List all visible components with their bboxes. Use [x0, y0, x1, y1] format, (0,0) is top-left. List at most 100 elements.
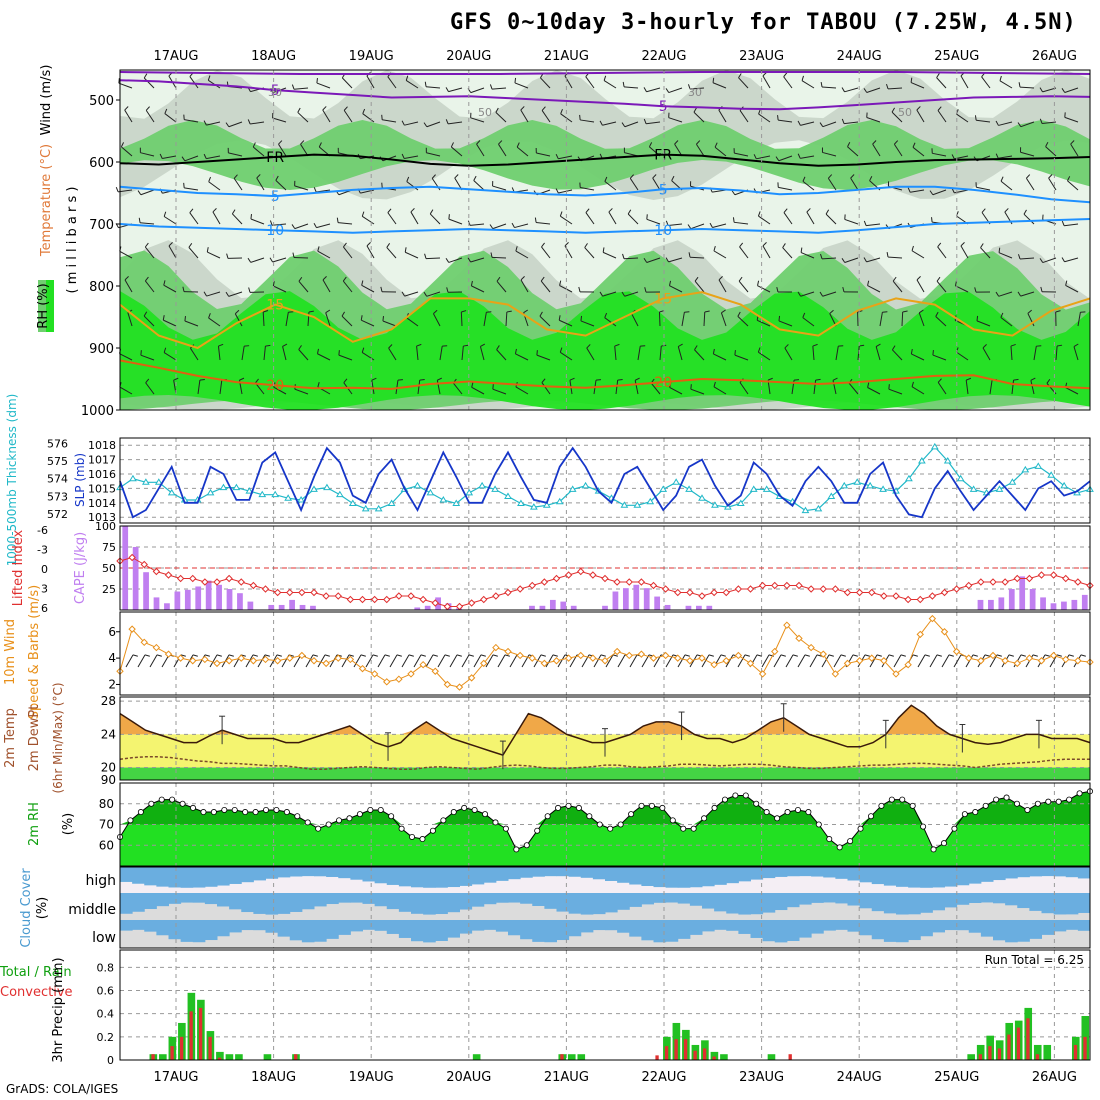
wind-speed-marker: [771, 647, 779, 656]
wind-barb: [206, 247, 209, 253]
wind-speed-marker: [649, 654, 658, 662]
wind-barb: [119, 386, 133, 395]
surface-wind-barb: [953, 654, 962, 668]
cloud-bar: [944, 867, 958, 887]
cape-bar: [706, 605, 713, 610]
lifted-index-marker: [1013, 574, 1021, 583]
wind-barb: [140, 350, 142, 356]
thickness-marker: [1060, 481, 1069, 489]
rh2m-marker: [190, 804, 197, 811]
surface-wind-barb: [629, 654, 638, 668]
wind-axis-label-2: Speed & Barbs (m/s): [27, 585, 42, 720]
cloud-bar: [859, 920, 873, 936]
cape-bar: [310, 605, 316, 610]
wind-barb: [445, 257, 450, 263]
surface-wind-barb: [761, 654, 770, 668]
cloud-bar: [1029, 920, 1042, 939]
wind-barb: [1013, 378, 1019, 381]
surface-wind-barb: [204, 654, 210, 657]
rh2m-marker: [586, 813, 593, 820]
cloud-bar: [435, 893, 448, 915]
thickness-marker: [219, 483, 228, 491]
lifted-index-marker: [370, 595, 379, 604]
wind-barb: [579, 114, 581, 120]
rh2m-marker: [805, 809, 812, 816]
wind-barb: [263, 310, 269, 313]
cloud-bar: [120, 920, 133, 931]
wind-barb: [317, 246, 320, 252]
wind-barb: [282, 346, 287, 361]
thickness-marker: [439, 496, 448, 503]
wind-barb: [694, 280, 705, 293]
cape-bar: [529, 605, 535, 610]
wind-speed-marker: [1013, 659, 1021, 668]
cloud-bar: [726, 867, 739, 884]
slp-frame: [119, 437, 1091, 524]
wind-barb: [703, 311, 706, 327]
wind-barb: [974, 115, 977, 121]
wind-barb: [203, 153, 207, 159]
cloud-bar: [556, 893, 570, 912]
surface-wind-barb: [840, 654, 846, 657]
wind-barb: [263, 346, 266, 361]
wind-barb: [520, 279, 529, 293]
cape-bar: [424, 605, 431, 610]
wind-barb: [936, 77, 947, 89]
li-tick-label: 6: [41, 602, 48, 615]
wind-barb: [480, 343, 486, 347]
wind-barb: [406, 181, 419, 191]
wind-speed-marker: [977, 657, 985, 665]
surface-wind-barb: [216, 654, 222, 657]
wind-speed-marker: [746, 659, 755, 668]
lifted-index-marker: [819, 585, 827, 593]
precip-convective-bar: [151, 1054, 155, 1060]
rh2m-marker: [596, 821, 603, 828]
rh2m-marker: [346, 815, 353, 822]
wind-barb: [401, 291, 406, 297]
wind-tick-label: 4: [108, 651, 116, 665]
wind-barb: [995, 153, 999, 159]
wind-speed-marker: [831, 670, 840, 678]
wind-barb: [797, 120, 801, 126]
wind-barb: [1067, 176, 1071, 182]
thickness-marker: [698, 494, 706, 501]
rh2m-marker: [429, 827, 436, 834]
cape-tick-label: 75: [102, 541, 116, 554]
surface-wind-barb: [785, 654, 794, 668]
wind-barb: [541, 242, 545, 248]
surface-wind-barb: [228, 654, 234, 657]
wind-barb: [713, 381, 716, 387]
thickness-marker: [930, 442, 939, 450]
rh2m-marker: [409, 833, 416, 840]
li-tick-label: 3: [41, 583, 48, 596]
cloud-bar: [350, 867, 363, 880]
wind-barb: [643, 118, 647, 124]
rh2m-marker: [461, 804, 468, 811]
cloud-bar: [1077, 867, 1091, 879]
surface-wind-barb: [1056, 654, 1062, 657]
wind-speed-marker: [710, 660, 718, 669]
precip-total-bar: [577, 1054, 586, 1060]
wind-barb: [995, 120, 999, 126]
wind-barb: [325, 312, 331, 327]
wind-barb: [1025, 177, 1035, 191]
cloud-bar: [823, 867, 836, 878]
wind-barb: [777, 115, 779, 121]
wind-barb: [935, 311, 939, 317]
cloud-bar: [932, 867, 945, 888]
lifted-index-marker: [322, 592, 330, 600]
wind-barb: [437, 377, 443, 381]
wind-speed-marker: [383, 678, 391, 686]
wind-barb: [255, 378, 259, 384]
wind-barb: [910, 77, 913, 83]
cloud-bar: [896, 920, 909, 943]
pressure-tick-label: 700: [89, 218, 114, 233]
rh2m-high-area: [120, 791, 1090, 825]
rh2m-marker: [565, 802, 572, 809]
cloud-bar: [1041, 893, 1055, 914]
cloud-bar: [229, 893, 242, 910]
wind-barb: [718, 109, 727, 123]
wind-barb: [298, 345, 302, 350]
wind-barb: [1020, 291, 1035, 297]
wind-barb: [208, 313, 211, 319]
